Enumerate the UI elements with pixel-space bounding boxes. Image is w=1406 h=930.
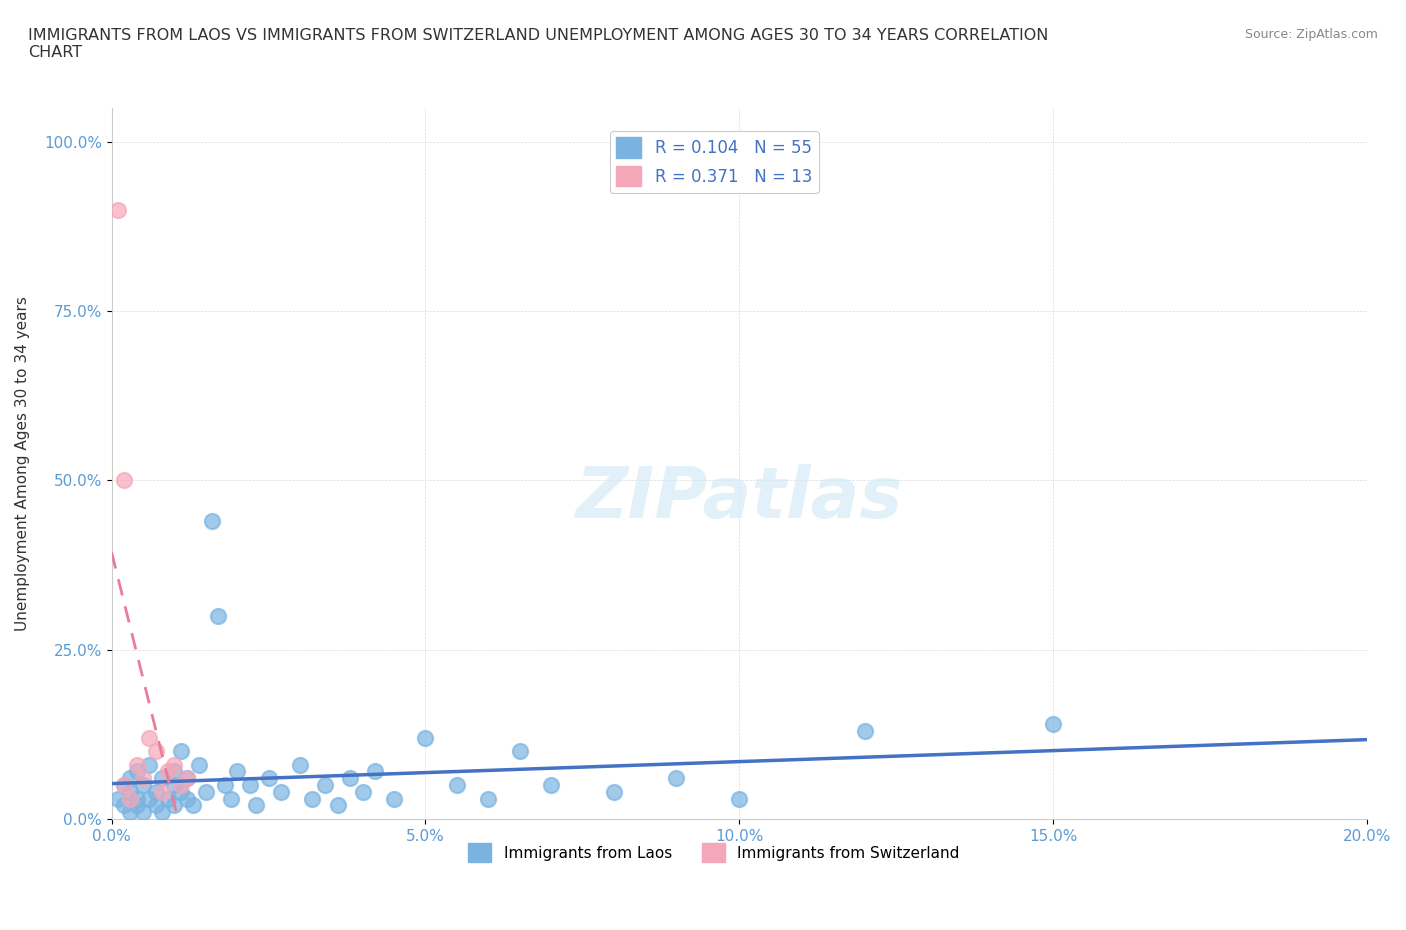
Point — [245, 798, 267, 813]
Point — [132, 804, 155, 819]
Point — [132, 777, 155, 792]
Point — [226, 764, 249, 779]
Point — [125, 791, 148, 806]
Point — [382, 791, 405, 806]
Point — [157, 791, 180, 806]
Point — [728, 791, 751, 806]
Point — [169, 744, 191, 759]
Point — [163, 764, 186, 779]
Point — [176, 771, 198, 786]
Point — [145, 784, 167, 799]
Point — [163, 777, 186, 792]
Point — [181, 798, 204, 813]
Point — [602, 784, 624, 799]
Point — [188, 757, 211, 772]
Point — [120, 804, 142, 819]
Point — [415, 730, 437, 745]
Point — [163, 798, 186, 813]
Point — [339, 771, 361, 786]
Text: ZIPatlas: ZIPatlas — [575, 464, 903, 534]
Point — [301, 791, 323, 806]
Point — [176, 791, 198, 806]
Point — [201, 513, 224, 528]
Point — [270, 784, 292, 799]
Point — [352, 784, 374, 799]
Point — [157, 764, 180, 779]
Point — [214, 777, 236, 792]
Point — [540, 777, 562, 792]
Point — [446, 777, 468, 792]
Point — [138, 791, 160, 806]
Point — [120, 791, 142, 806]
Point — [120, 784, 142, 799]
Y-axis label: Unemployment Among Ages 30 to 34 years: Unemployment Among Ages 30 to 34 years — [15, 296, 30, 631]
Point — [112, 473, 135, 488]
Point — [125, 757, 148, 772]
Point — [125, 798, 148, 813]
Text: IMMIGRANTS FROM LAOS VS IMMIGRANTS FROM SWITZERLAND UNEMPLOYMENT AMONG AGES 30 T: IMMIGRANTS FROM LAOS VS IMMIGRANTS FROM … — [28, 28, 1049, 60]
Point — [150, 804, 173, 819]
Point — [326, 798, 349, 813]
Point — [194, 784, 217, 799]
Point — [1042, 717, 1064, 732]
Point — [314, 777, 336, 792]
Point — [288, 757, 311, 772]
Point — [257, 771, 280, 786]
Point — [163, 757, 186, 772]
Point — [239, 777, 262, 792]
Text: Source: ZipAtlas.com: Source: ZipAtlas.com — [1244, 28, 1378, 41]
Point — [853, 724, 876, 738]
Point — [665, 771, 688, 786]
Point — [107, 791, 129, 806]
Point — [145, 744, 167, 759]
Legend: Immigrants from Laos, Immigrants from Switzerland: Immigrants from Laos, Immigrants from Sw… — [463, 837, 966, 868]
Point — [207, 608, 229, 623]
Point — [120, 771, 142, 786]
Point — [138, 730, 160, 745]
Point — [176, 771, 198, 786]
Point — [125, 764, 148, 779]
Point — [107, 202, 129, 217]
Point — [150, 784, 173, 799]
Point — [477, 791, 499, 806]
Point — [364, 764, 387, 779]
Point — [132, 771, 155, 786]
Point — [169, 777, 191, 792]
Point — [219, 791, 242, 806]
Point — [112, 798, 135, 813]
Point — [169, 784, 191, 799]
Point — [138, 757, 160, 772]
Point — [112, 777, 135, 792]
Point — [145, 798, 167, 813]
Point — [112, 777, 135, 792]
Point — [150, 771, 173, 786]
Point — [509, 744, 531, 759]
